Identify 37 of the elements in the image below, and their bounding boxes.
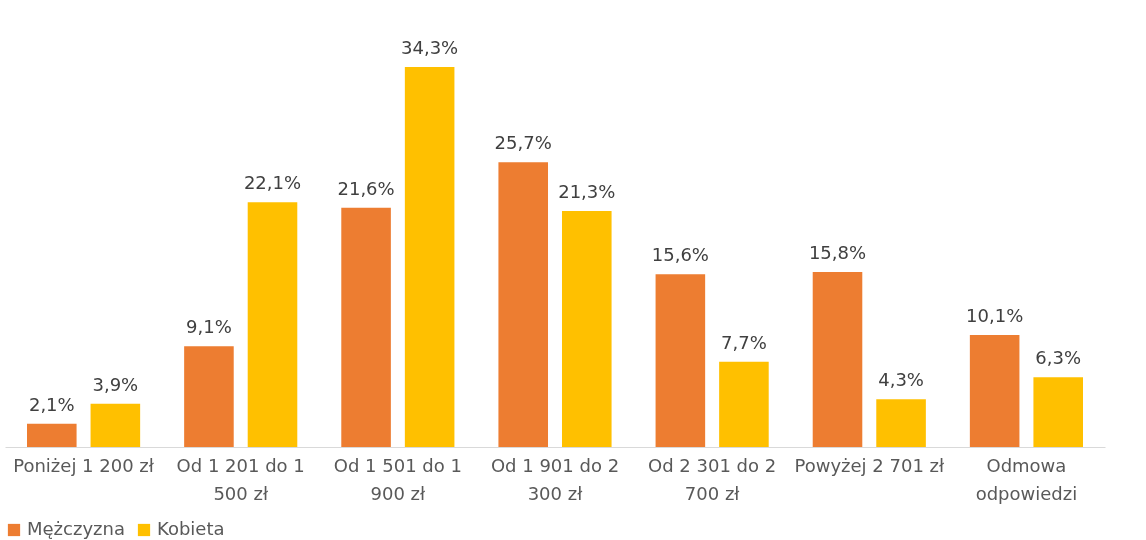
x-tick-label: Od 1 901 do 2 300 zł	[490, 454, 620, 504]
bar	[1033, 377, 1083, 447]
bar	[498, 162, 549, 447]
bar	[655, 274, 706, 447]
data-label: 6,3%	[1035, 347, 1082, 369]
bar	[404, 67, 455, 447]
legend-label: Mężczyzna	[27, 518, 125, 539]
x-tick-label: Od 1 501 do 1 900 zł	[333, 454, 462, 504]
bar	[561, 211, 612, 447]
bar	[90, 403, 141, 447]
legend-label: Kobieta	[157, 518, 225, 539]
x-tick-label: Poniżej 1 200 zł	[13, 454, 155, 476]
data-label: 15,6%	[651, 244, 709, 266]
data-label: 21,6%	[337, 177, 395, 199]
bar	[27, 423, 77, 447]
bar	[969, 335, 1020, 447]
data-label: 7,7%	[721, 331, 767, 353]
data-label: 21,3%	[558, 181, 616, 203]
x-tick-label: Odmowa odpowiedzi	[975, 454, 1078, 504]
bar	[812, 271, 863, 447]
data-label: 3,9%	[92, 373, 139, 395]
data-label: 9,1%	[186, 316, 232, 338]
x-tick-label: Od 1 201 do 1 500 zł	[176, 454, 305, 504]
bar	[341, 207, 391, 447]
bar	[184, 346, 234, 447]
data-label: 25,7%	[494, 132, 552, 154]
data-label: 10,1%	[966, 305, 1024, 327]
data-label: 4,3%	[878, 369, 924, 391]
data-label: 15,8%	[808, 241, 867, 263]
x-tick-label: Od 2 301 do 2 700 zł	[648, 454, 777, 504]
data-label: 34,3%	[401, 37, 459, 58]
bar	[247, 202, 298, 447]
data-label: 2,1%	[28, 393, 75, 415]
bar	[876, 399, 926, 447]
x-tick-label: Powyżej 2 701 zł	[794, 454, 945, 476]
bar	[719, 361, 769, 447]
data-label: 22,1%	[243, 172, 302, 194]
